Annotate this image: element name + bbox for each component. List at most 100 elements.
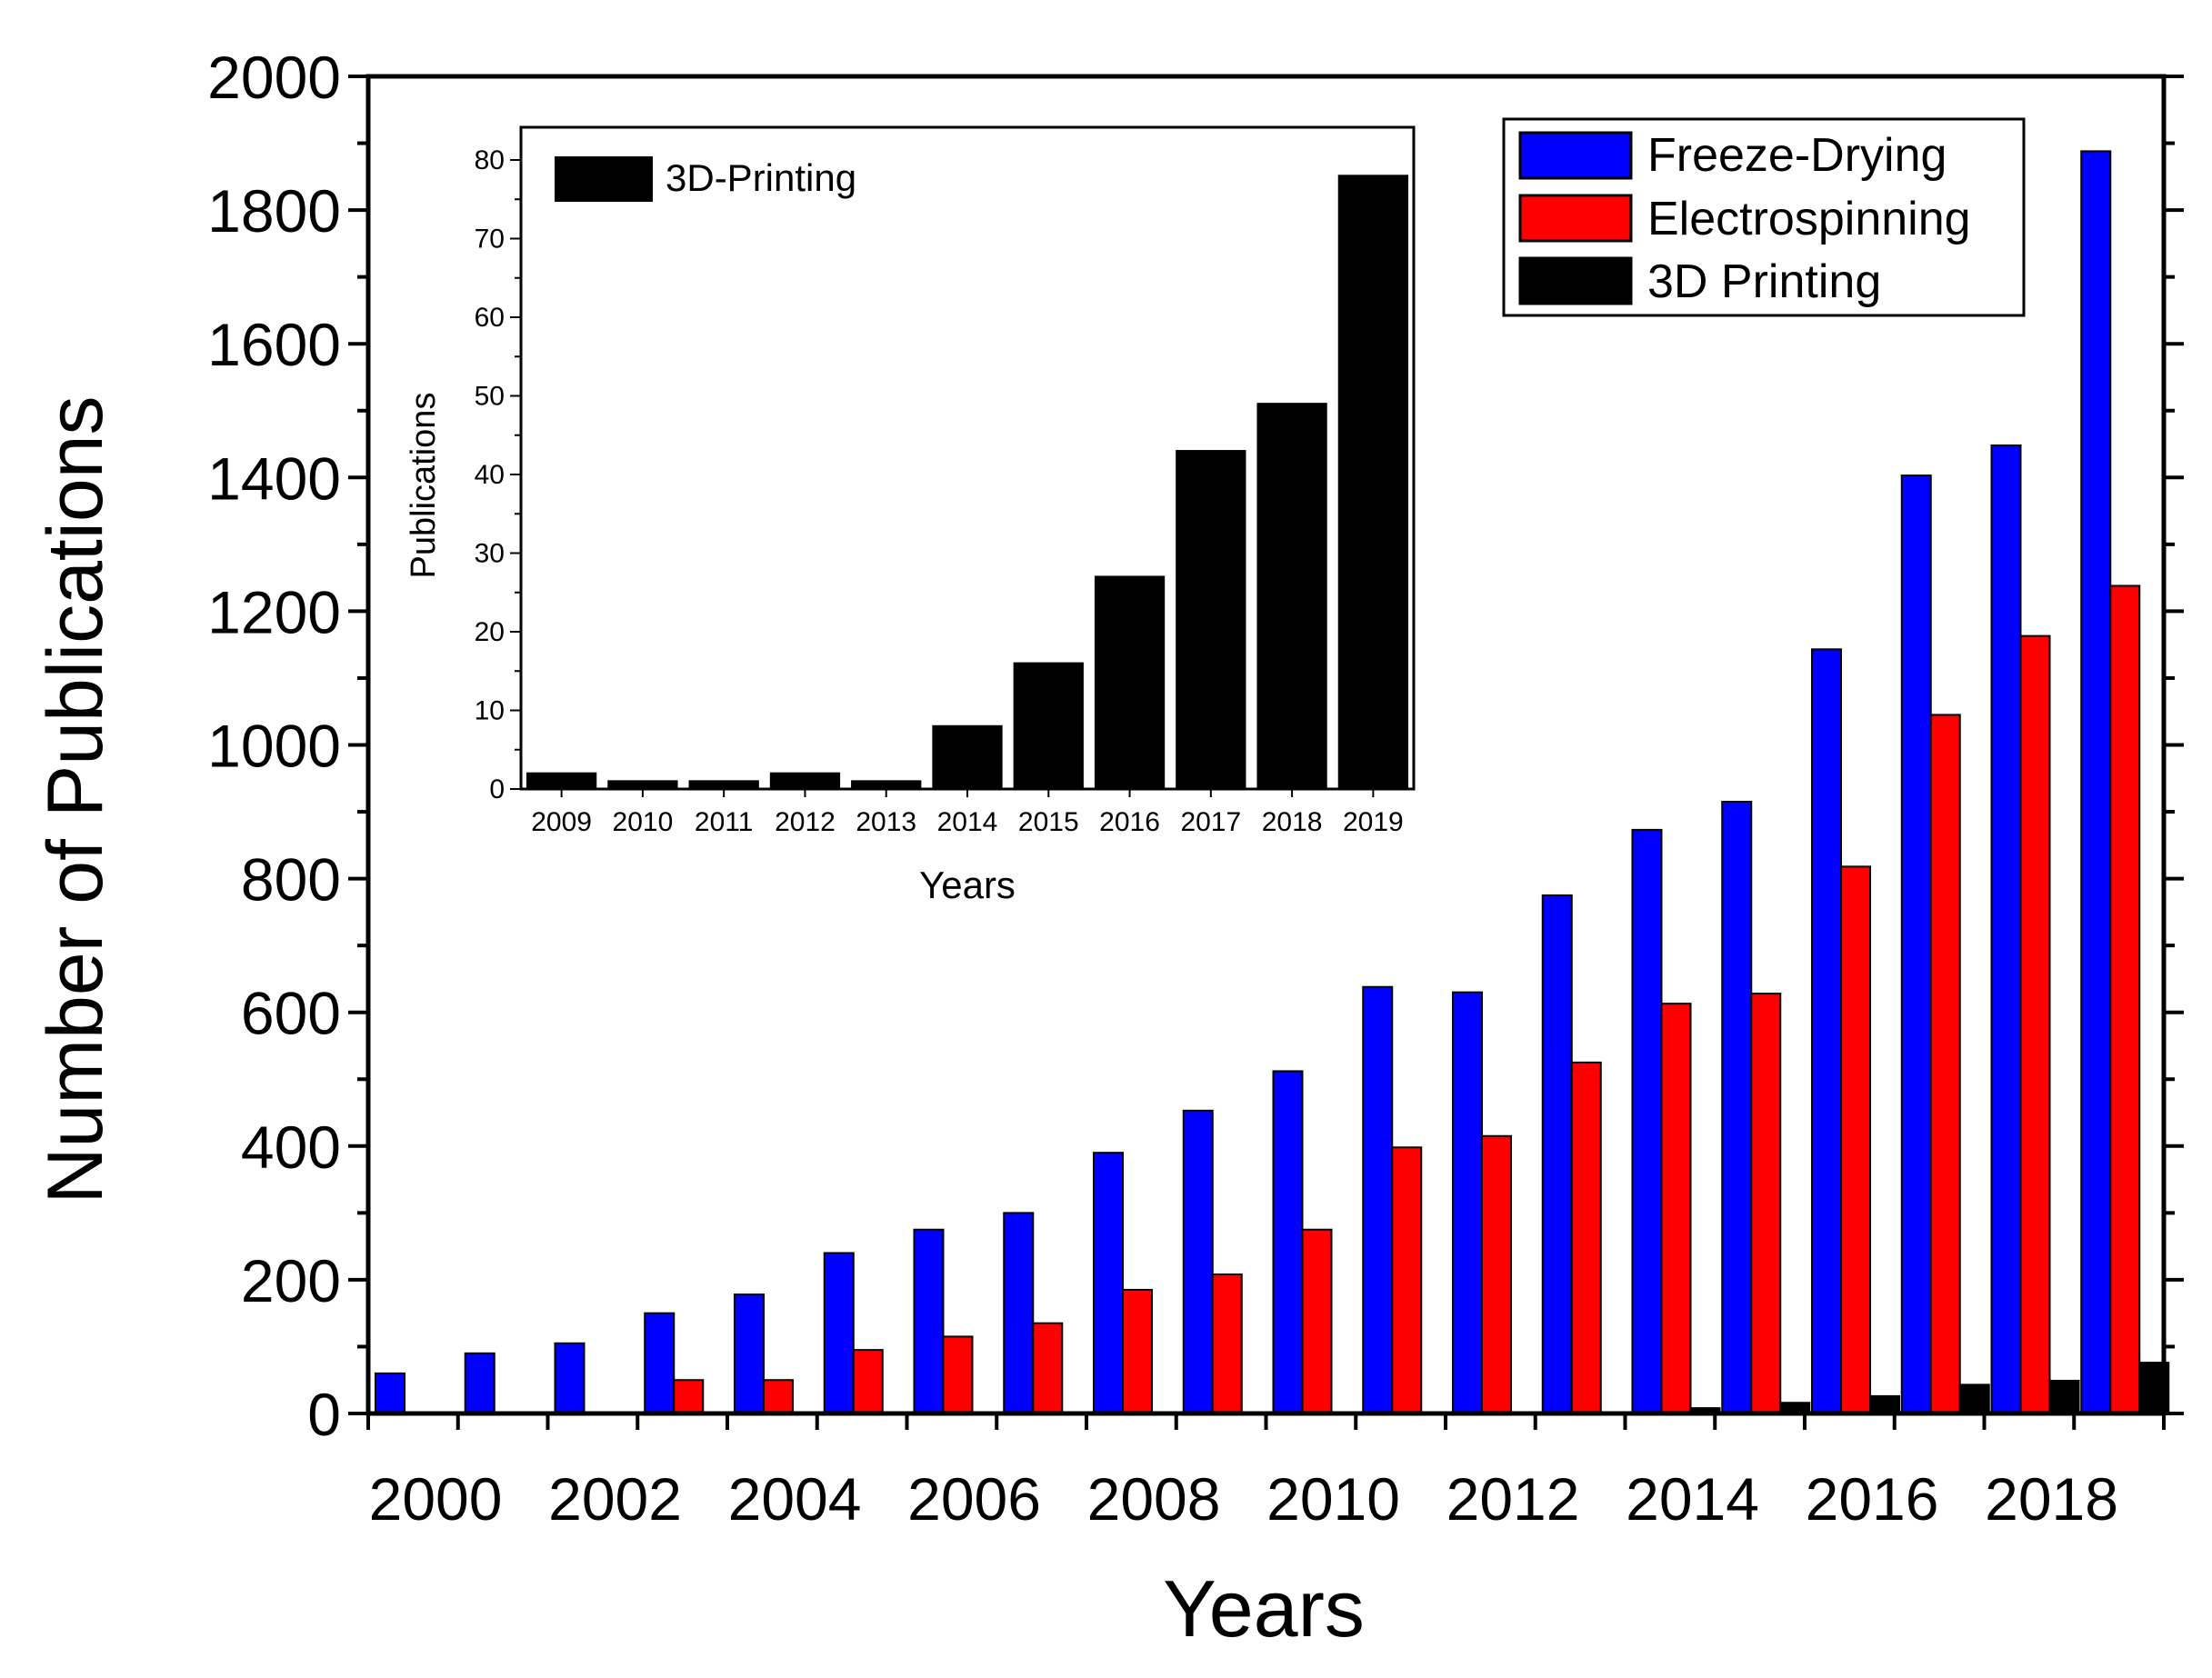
bar-freeze-drying-2000 [375, 1372, 405, 1414]
bar-freeze-drying-2019 [2080, 150, 2112, 1415]
bar-electrospinning-2011 [1391, 1146, 1423, 1414]
bar-freeze-drying-2009 [1182, 1109, 1214, 1414]
y-tick-label-800: 800 [241, 846, 341, 914]
inset-y-tick-label-80: 80 [475, 145, 505, 175]
inset-x-tick-label-2012: 2012 [775, 807, 836, 837]
x-tick-label-2004: 2004 [728, 1465, 862, 1533]
bar-freeze-drying-2002 [554, 1342, 586, 1414]
bar-electrospinning-2017 [1929, 714, 1961, 1414]
x-tick-label-2010: 2010 [1266, 1465, 1400, 1533]
x-tick-label-2008: 2008 [1087, 1465, 1221, 1533]
inset-y-axis-label: Publications [405, 393, 443, 579]
main-legend: Freeze-Drying Electrospinning 3D Printin… [1502, 117, 2026, 317]
inset-bar-2009 [526, 772, 597, 791]
inset-y-tick-label-0: 0 [489, 774, 505, 804]
bar-freeze-drying-2006 [913, 1228, 945, 1415]
bar-electrospinning-2005 [852, 1349, 884, 1414]
inset-x-tick-label-2014: 2014 [937, 807, 998, 837]
bar-freeze-drying-2001 [464, 1352, 495, 1415]
legend-swatch-freeze-drying [1518, 131, 1633, 180]
inset-legend-swatch [555, 156, 653, 202]
inset-x-tick-label-2010: 2010 [613, 807, 674, 837]
bar-electrospinning-2003 [673, 1379, 705, 1414]
inset-x-tick-label-2015: 2015 [1018, 807, 1079, 837]
y-tick-label-1800: 1800 [207, 177, 341, 245]
main-y-axis-label: Number of Publications [32, 395, 119, 1204]
inset-x-tick-label-2019: 2019 [1343, 807, 1404, 837]
inset-x-axis-label: Years [919, 864, 1016, 906]
y-tick-label-1000: 1000 [207, 713, 341, 780]
bar-electrospinning-2010 [1301, 1228, 1333, 1415]
bar-3d-printing-2018 [2048, 1379, 2080, 1414]
inset-legend-label: 3D-Printing [666, 156, 856, 199]
bar-electrospinning-2014 [1660, 1003, 1692, 1415]
legend-label-3d-printing: 3D Printing [1647, 255, 1881, 308]
x-tick-label-2002: 2002 [548, 1465, 682, 1533]
y-tick-label-1200: 1200 [207, 578, 341, 645]
x-tick-label-2016: 2016 [1806, 1465, 1939, 1533]
bar-electrospinning-2007 [1032, 1322, 1064, 1415]
inset-x-tick-label-2018: 2018 [1262, 807, 1323, 837]
inset-x-tick-label-2016: 2016 [1099, 807, 1160, 837]
bar-freeze-drying-2007 [1003, 1212, 1035, 1414]
bar-freeze-drying-2003 [644, 1312, 676, 1415]
inset-x-tick-label-2013: 2013 [856, 807, 916, 837]
inset-y-tick-label-60: 60 [475, 303, 505, 333]
inset-y-tick-label-70: 70 [475, 225, 505, 255]
inset-y-tick-label-30: 30 [475, 539, 505, 569]
inset-axes [510, 125, 1416, 797]
inset-y-tick-label-50: 50 [475, 382, 505, 412]
bar-freeze-drying-2012 [1452, 991, 1483, 1414]
inset-y-tick-label-10: 10 [475, 696, 505, 726]
bar-electrospinning-2006 [942, 1335, 974, 1414]
bar-3d-printing-2017 [1958, 1383, 1990, 1415]
bar-electrospinning-2008 [1122, 1288, 1153, 1414]
bar-electrospinning-2004 [763, 1379, 794, 1414]
x-tick-label-2018: 2018 [1985, 1465, 2118, 1533]
inset-x-tick-label-2011: 2011 [695, 807, 754, 837]
legend-label-electrospinning: Electrospinning [1647, 193, 1971, 245]
main-axes [348, 74, 2184, 1430]
legend-swatch-electrospinning [1518, 194, 1633, 243]
main-bars [375, 150, 2170, 1415]
x-tick-label-2014: 2014 [1626, 1465, 1759, 1533]
bar-electrospinning-2015 [1750, 993, 1782, 1414]
bar-freeze-drying-2016 [1811, 648, 1842, 1414]
bar-freeze-drying-2004 [734, 1293, 765, 1415]
inset-x-tick-labels: 2009 2010 2011 2012 2013 2014 2015 2016 2017 2018… [531, 807, 1403, 837]
y-tick-label-1600: 1600 [207, 311, 341, 378]
bar-freeze-drying-2014 [1631, 828, 1663, 1414]
inset-bars [526, 175, 1409, 791]
bar-electrospinning-2019 [2109, 584, 2141, 1414]
bar-electrospinning-2009 [1211, 1273, 1243, 1414]
bar-freeze-drying-2010 [1272, 1070, 1304, 1414]
bar-electrospinning-2013 [1570, 1061, 1602, 1415]
inset-bar-2019 [1337, 175, 1409, 791]
inset-bar-2018 [1256, 403, 1327, 790]
bar-3d-printing-2016 [1869, 1394, 1900, 1414]
bar-electrospinning-2012 [1481, 1134, 1512, 1414]
y-tick-label-2000: 2000 [207, 44, 341, 111]
inset-y-tick-label-20: 20 [475, 617, 505, 647]
bar-freeze-drying-2008 [1093, 1152, 1124, 1415]
inset-y-tick-labels: 0 10 20 30 40 50 60 70 80 [475, 145, 505, 804]
legend-swatch-3d-printing [1518, 256, 1633, 305]
bar-freeze-drying-2017 [1900, 474, 1932, 1414]
inset-x-tick-label-2017: 2017 [1180, 807, 1241, 837]
y-tick-label-400: 400 [241, 1114, 341, 1181]
bar-freeze-drying-2005 [823, 1252, 855, 1414]
inset-bar-2015 [1013, 662, 1084, 790]
inset-bar-2014 [932, 724, 1003, 790]
bar-freeze-drying-2011 [1362, 985, 1394, 1414]
bar-electrospinning-2016 [1840, 865, 1871, 1414]
x-tick-label-2006: 2006 [907, 1465, 1041, 1533]
bar-freeze-drying-2015 [1721, 801, 1753, 1414]
x-tick-label-2000: 2000 [369, 1465, 503, 1533]
bar-freeze-drying-2018 [1990, 444, 2022, 1415]
inset-bar-2012 [769, 772, 841, 791]
y-tick-label-1400: 1400 [207, 444, 341, 512]
legend-label-freeze-drying: Freeze-Drying [1647, 129, 1947, 182]
